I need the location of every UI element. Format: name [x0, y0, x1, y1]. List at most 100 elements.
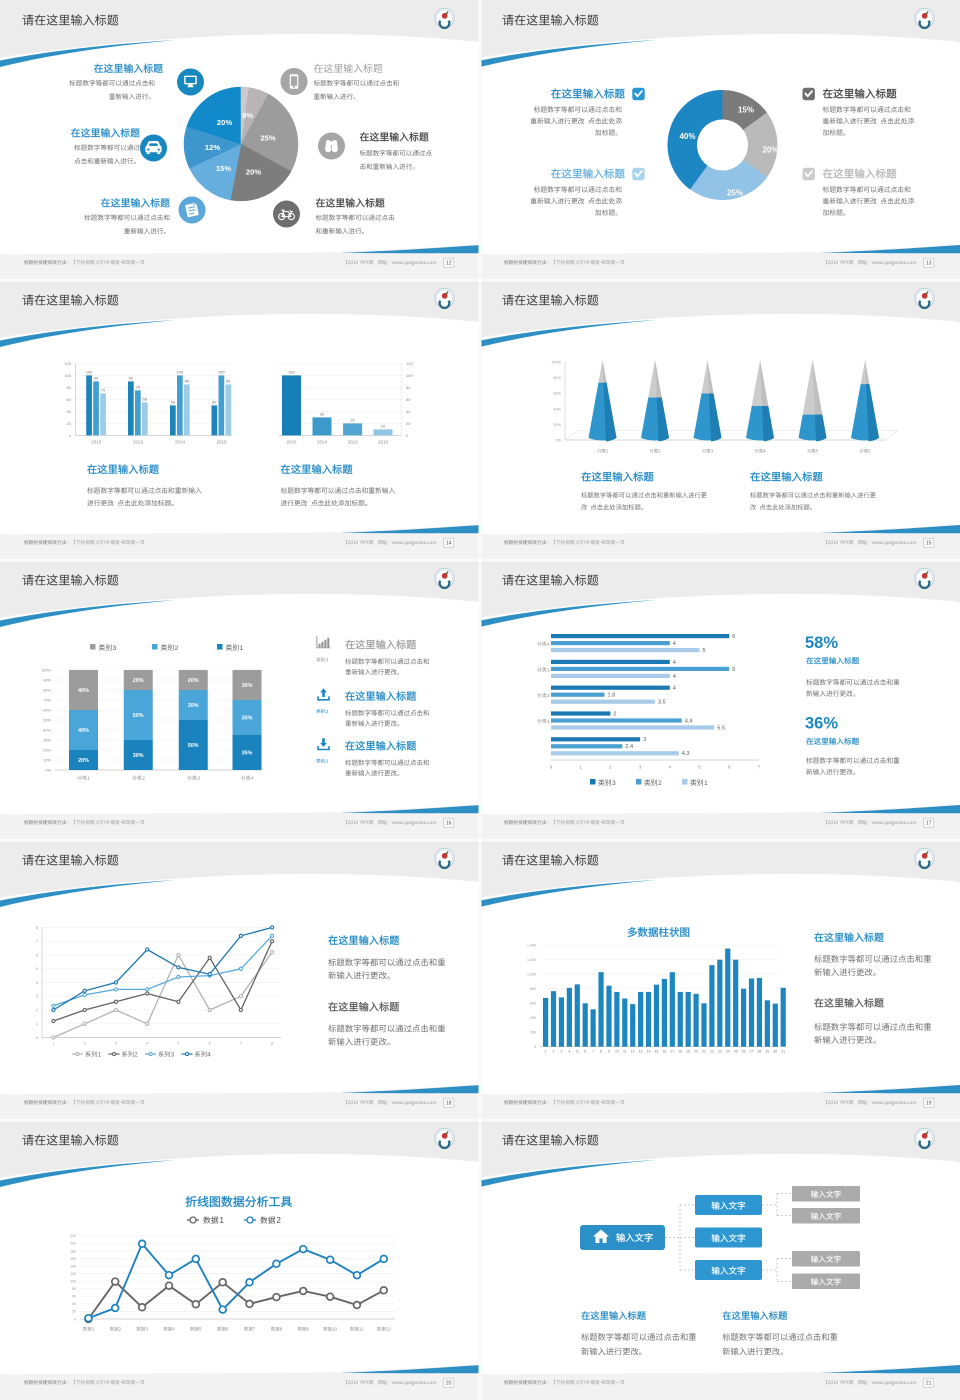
svg-text:600: 600	[530, 1002, 536, 1006]
svg-text:3: 3	[197, 776, 200, 782]
svg-text:21: 21	[702, 1050, 706, 1054]
svg-text:5: 5	[703, 648, 706, 654]
svg-text:40%: 40%	[43, 728, 51, 732]
svg-text:1: 1	[36, 1022, 38, 1026]
svg-text:2: 2	[277, 1216, 281, 1225]
svg-text:3.5: 3.5	[658, 700, 666, 706]
svg-text:2013: 2013	[133, 440, 144, 445]
svg-text:8%: 8%	[242, 111, 253, 120]
svg-text:14: 14	[647, 1050, 651, 1054]
svg-text:1: 1	[545, 1050, 547, 1054]
svg-text:40%: 40%	[679, 132, 695, 141]
svg-text:120: 120	[406, 361, 413, 366]
svg-text:90%: 90%	[43, 678, 51, 682]
svg-text:15%: 15%	[216, 164, 231, 173]
svg-text:3: 3	[560, 1050, 562, 1054]
svg-text:1: 1	[220, 1216, 224, 1225]
svg-text:11: 11	[623, 1050, 627, 1054]
svg-text:4.3: 4.3	[682, 751, 690, 757]
svg-text:35%: 35%	[242, 716, 253, 722]
svg-text:2: 2	[547, 693, 550, 699]
svg-text:20%: 20%	[553, 423, 561, 427]
svg-text:0: 0	[550, 765, 553, 770]
svg-text:12%: 12%	[205, 143, 220, 152]
svg-text:2010: 2010	[91, 440, 102, 445]
svg-text:5: 5	[177, 1042, 179, 1046]
svg-text:100: 100	[406, 373, 413, 378]
svg-text:60: 60	[72, 1295, 76, 1299]
svg-text:1: 1	[87, 776, 90, 782]
svg-text:3: 3	[643, 737, 646, 743]
svg-text:60%: 60%	[43, 708, 51, 712]
svg-text:80: 80	[67, 385, 72, 390]
svg-text:25: 25	[734, 1050, 738, 1054]
svg-text:6: 6	[36, 953, 38, 957]
svg-text:70: 70	[101, 388, 105, 392]
svg-text:85: 85	[226, 379, 230, 383]
svg-text:100: 100	[64, 373, 71, 378]
svg-text:0%: 0%	[556, 439, 562, 443]
svg-text:3: 3	[145, 1327, 148, 1332]
svg-text:1: 1	[92, 1327, 95, 1332]
svg-text:1,000: 1,000	[527, 973, 536, 977]
svg-text:20: 20	[446, 1381, 452, 1387]
svg-text:60: 60	[67, 397, 72, 402]
svg-text:100: 100	[218, 370, 224, 374]
svg-text:4: 4	[146, 1042, 148, 1046]
svg-text:20: 20	[694, 1050, 698, 1054]
svg-text:20%: 20%	[188, 678, 199, 684]
svg-text:20: 20	[67, 421, 72, 426]
svg-text:30: 30	[773, 1050, 777, 1054]
svg-text:4: 4	[673, 660, 676, 666]
svg-text:50: 50	[212, 400, 216, 404]
svg-text:36%: 36%	[805, 715, 838, 733]
svg-text:0: 0	[74, 1317, 76, 1321]
svg-text:10: 10	[615, 1050, 619, 1054]
svg-text:40: 40	[72, 1302, 76, 1306]
svg-text:1: 1	[579, 765, 582, 770]
svg-text:30: 30	[320, 412, 324, 416]
svg-text:1: 1	[704, 780, 708, 787]
svg-text:1,200: 1,200	[527, 958, 536, 962]
svg-text:1: 1	[326, 759, 329, 764]
svg-text:3: 3	[612, 780, 616, 787]
svg-text:4: 4	[669, 765, 672, 770]
svg-text:6: 6	[732, 667, 735, 673]
svg-text:9: 9	[307, 1327, 310, 1332]
svg-text:6: 6	[584, 1050, 586, 1054]
svg-text:200: 200	[530, 1031, 536, 1035]
svg-text:0: 0	[406, 433, 409, 438]
svg-text:30%: 30%	[242, 683, 253, 689]
svg-text:20: 20	[406, 421, 411, 426]
svg-text:1: 1	[52, 1042, 54, 1046]
svg-text:50%: 50%	[43, 718, 51, 722]
svg-text:2016: 2016	[286, 440, 297, 445]
svg-text:80: 80	[72, 1287, 76, 1291]
svg-text:20: 20	[350, 418, 354, 422]
svg-text:15%: 15%	[738, 106, 754, 115]
svg-text:140: 140	[70, 1264, 76, 1268]
svg-text:2: 2	[553, 1050, 555, 1054]
svg-text:27: 27	[750, 1050, 754, 1054]
svg-text:0: 0	[69, 433, 72, 438]
svg-text:60%: 60%	[553, 392, 561, 396]
svg-text:40%: 40%	[78, 688, 89, 694]
svg-text:20%: 20%	[43, 748, 51, 752]
svg-text:2014: 2014	[175, 440, 186, 445]
svg-text:1: 1	[98, 1052, 102, 1059]
svg-text:120: 120	[64, 361, 71, 366]
svg-text:220: 220	[70, 1234, 76, 1238]
svg-text:10%: 10%	[43, 758, 51, 762]
svg-text:4: 4	[568, 1050, 570, 1054]
svg-text:160: 160	[70, 1257, 76, 1261]
svg-text:16: 16	[446, 821, 452, 827]
svg-text:7: 7	[253, 1327, 256, 1332]
svg-text:14: 14	[446, 541, 452, 547]
svg-text:5: 5	[199, 1327, 202, 1332]
svg-text:3: 3	[326, 657, 329, 662]
svg-text:19: 19	[686, 1050, 690, 1054]
svg-text:0: 0	[534, 1045, 536, 1049]
svg-text:100: 100	[86, 370, 92, 374]
svg-text:50: 50	[171, 400, 175, 404]
svg-text:2010: 2010	[378, 440, 389, 445]
